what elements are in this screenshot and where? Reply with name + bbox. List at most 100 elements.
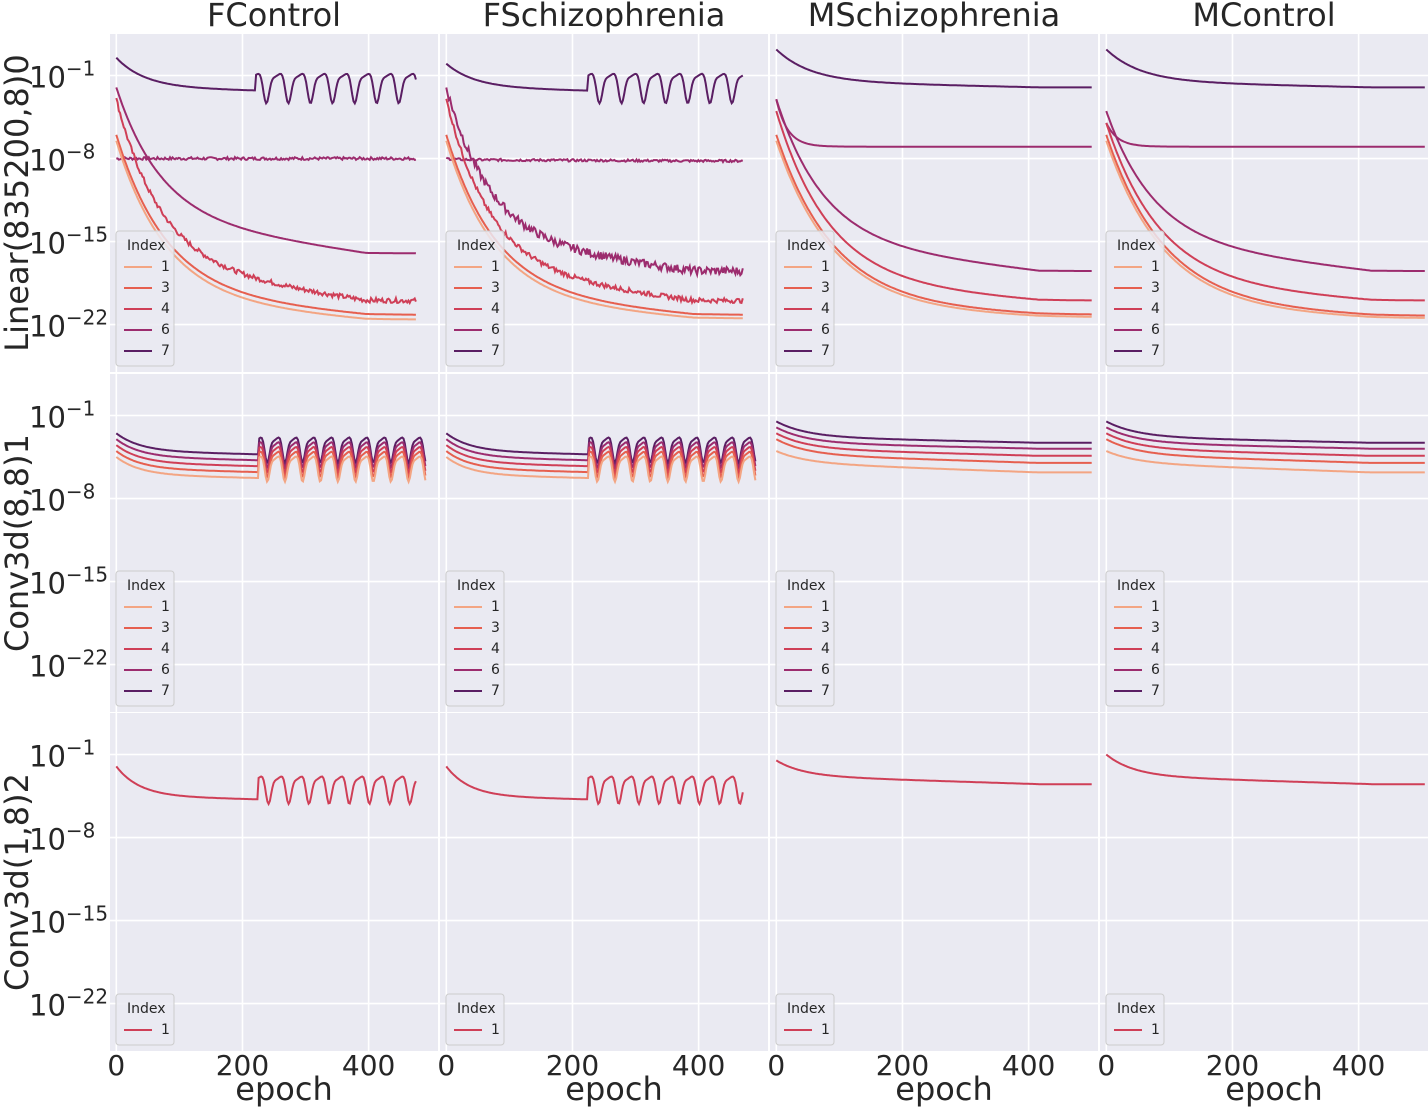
series-line-6 <box>445 156 743 164</box>
legend-label-4: 4 <box>1151 641 1160 657</box>
series-line-6 <box>775 98 1092 272</box>
panel-r2-c0: Index 1 <box>110 713 438 1051</box>
column-title: FControl <box>207 0 341 34</box>
y-tick-label: 10−15 <box>29 223 108 261</box>
row-title: Conv3d(8,8)1 <box>0 434 36 652</box>
series-line-3 <box>775 438 1092 464</box>
legend-label-3: 3 <box>821 280 830 296</box>
legend-box <box>115 993 175 1046</box>
legend-label-4: 4 <box>491 301 500 317</box>
series-line-1 <box>775 450 1092 474</box>
row-title: Linear(835200,8)0 <box>0 54 36 351</box>
series-line-6 <box>116 155 417 162</box>
legend: Index 1 3 4 6 7 <box>1105 570 1165 707</box>
legend-label-3: 3 <box>161 280 170 296</box>
legend-title: Index <box>1117 238 1156 254</box>
legend-label-1: 1 <box>1151 599 1160 615</box>
legend-box <box>775 993 835 1046</box>
legend-box <box>445 993 505 1046</box>
legend-title: Index <box>787 238 826 254</box>
x-axis-label: epoch <box>235 1070 332 1107</box>
x-tick-label: 0 <box>437 1049 455 1082</box>
panel-r1-c3: Index 1 3 4 6 7 <box>1100 374 1428 712</box>
legend-label-7: 7 <box>491 343 500 359</box>
series-line-4 <box>115 765 417 807</box>
legend-title: Index <box>457 1001 496 1017</box>
series-line-4 <box>1105 753 1425 786</box>
y-tick-label: 10−15 <box>29 902 108 940</box>
legend-label-4: 4 <box>491 641 500 657</box>
legend-label-6: 6 <box>1151 322 1160 338</box>
legend-box <box>115 570 175 707</box>
series-line-6 <box>775 98 1092 148</box>
legend: Index 1 <box>445 993 505 1046</box>
series-line-3 <box>1105 438 1425 464</box>
legend-label-4: 4 <box>821 301 830 317</box>
legend-label-7: 7 <box>1151 343 1160 359</box>
panel-r0-c2: Index 1 3 4 6 7 <box>770 34 1098 372</box>
legend-label-1: 1 <box>161 259 170 275</box>
panel-r0-c0: Index 1 3 4 6 7 <box>110 34 438 372</box>
series-group <box>445 432 757 485</box>
legend-label-7: 7 <box>1151 683 1160 699</box>
series-line-4 <box>1105 432 1425 457</box>
column-title: MSchizophrenia <box>808 0 1061 34</box>
series-line-6 <box>1105 426 1425 450</box>
row-title: Conv3d(1,8)2 <box>0 773 36 991</box>
legend: Index 1 <box>1105 993 1165 1046</box>
legend-label-1: 1 <box>821 1022 830 1038</box>
x-tick-label: 200 <box>546 1049 599 1082</box>
series-line-4 <box>445 765 744 807</box>
legend-label-1: 1 <box>821 259 830 275</box>
legend: Index 1 3 4 6 7 <box>115 230 175 367</box>
series-group <box>775 48 1092 318</box>
y-tick-label: 10−8 <box>29 480 95 518</box>
legend: Index 1 3 4 6 7 <box>775 570 835 707</box>
legend-title: Index <box>457 578 496 594</box>
legend-label-1: 1 <box>491 1022 500 1038</box>
legend-label-7: 7 <box>821 683 830 699</box>
series-group <box>445 765 744 807</box>
legend-label-4: 4 <box>1151 301 1160 317</box>
series-line-6 <box>1105 122 1425 148</box>
legend-label-3: 3 <box>491 620 500 636</box>
legend-label-7: 7 <box>161 683 170 699</box>
panel-r0-c1: Index 1 3 4 6 7 <box>440 34 768 372</box>
legend-label-6: 6 <box>161 322 170 338</box>
y-tick-label: 10−8 <box>29 819 95 857</box>
x-tick-label: 200 <box>216 1049 269 1082</box>
legend-title: Index <box>1117 578 1156 594</box>
y-tick-label: 10−8 <box>29 140 95 178</box>
labels-layer: 10−1 10−8 10−15 10−22 10−1 10−8 10−15 10−22 10−1… <box>0 0 1385 1107</box>
legend-label-1: 1 <box>821 599 830 615</box>
legend-label-6: 6 <box>821 322 830 338</box>
y-tick-label: 10−15 <box>29 563 108 601</box>
legend-title: Index <box>787 1001 826 1017</box>
column-title: MControl <box>1192 0 1335 34</box>
legend-label-4: 4 <box>161 301 170 317</box>
legend-label-6: 6 <box>161 662 170 678</box>
series-line-7 <box>775 48 1092 89</box>
legend-box <box>1105 230 1165 367</box>
legend-title: Index <box>127 1001 166 1017</box>
series-line-6 <box>1105 110 1425 272</box>
legend-box <box>1105 993 1165 1046</box>
legend-label-1: 1 <box>491 599 500 615</box>
series-line-3 <box>445 450 757 480</box>
panel-r1-c2: Index 1 3 4 6 7 <box>770 374 1098 712</box>
legend: Index 1 <box>115 993 175 1046</box>
legend-box <box>445 230 505 367</box>
legend-label-7: 7 <box>821 343 830 359</box>
panel-r1-c1: Index 1 3 4 6 7 <box>440 374 768 712</box>
x-tick-label: 0 <box>767 1049 785 1082</box>
legend-label-6: 6 <box>821 662 830 678</box>
legend-box <box>445 570 505 707</box>
series-line-6 <box>775 426 1092 450</box>
series-line-4 <box>115 97 417 306</box>
legend-label-7: 7 <box>161 343 170 359</box>
x-tick-label: 400 <box>672 1049 725 1082</box>
x-tick-label: 0 <box>107 1049 125 1082</box>
legend-label-1: 1 <box>161 599 170 615</box>
legend-label-3: 3 <box>1151 280 1160 296</box>
